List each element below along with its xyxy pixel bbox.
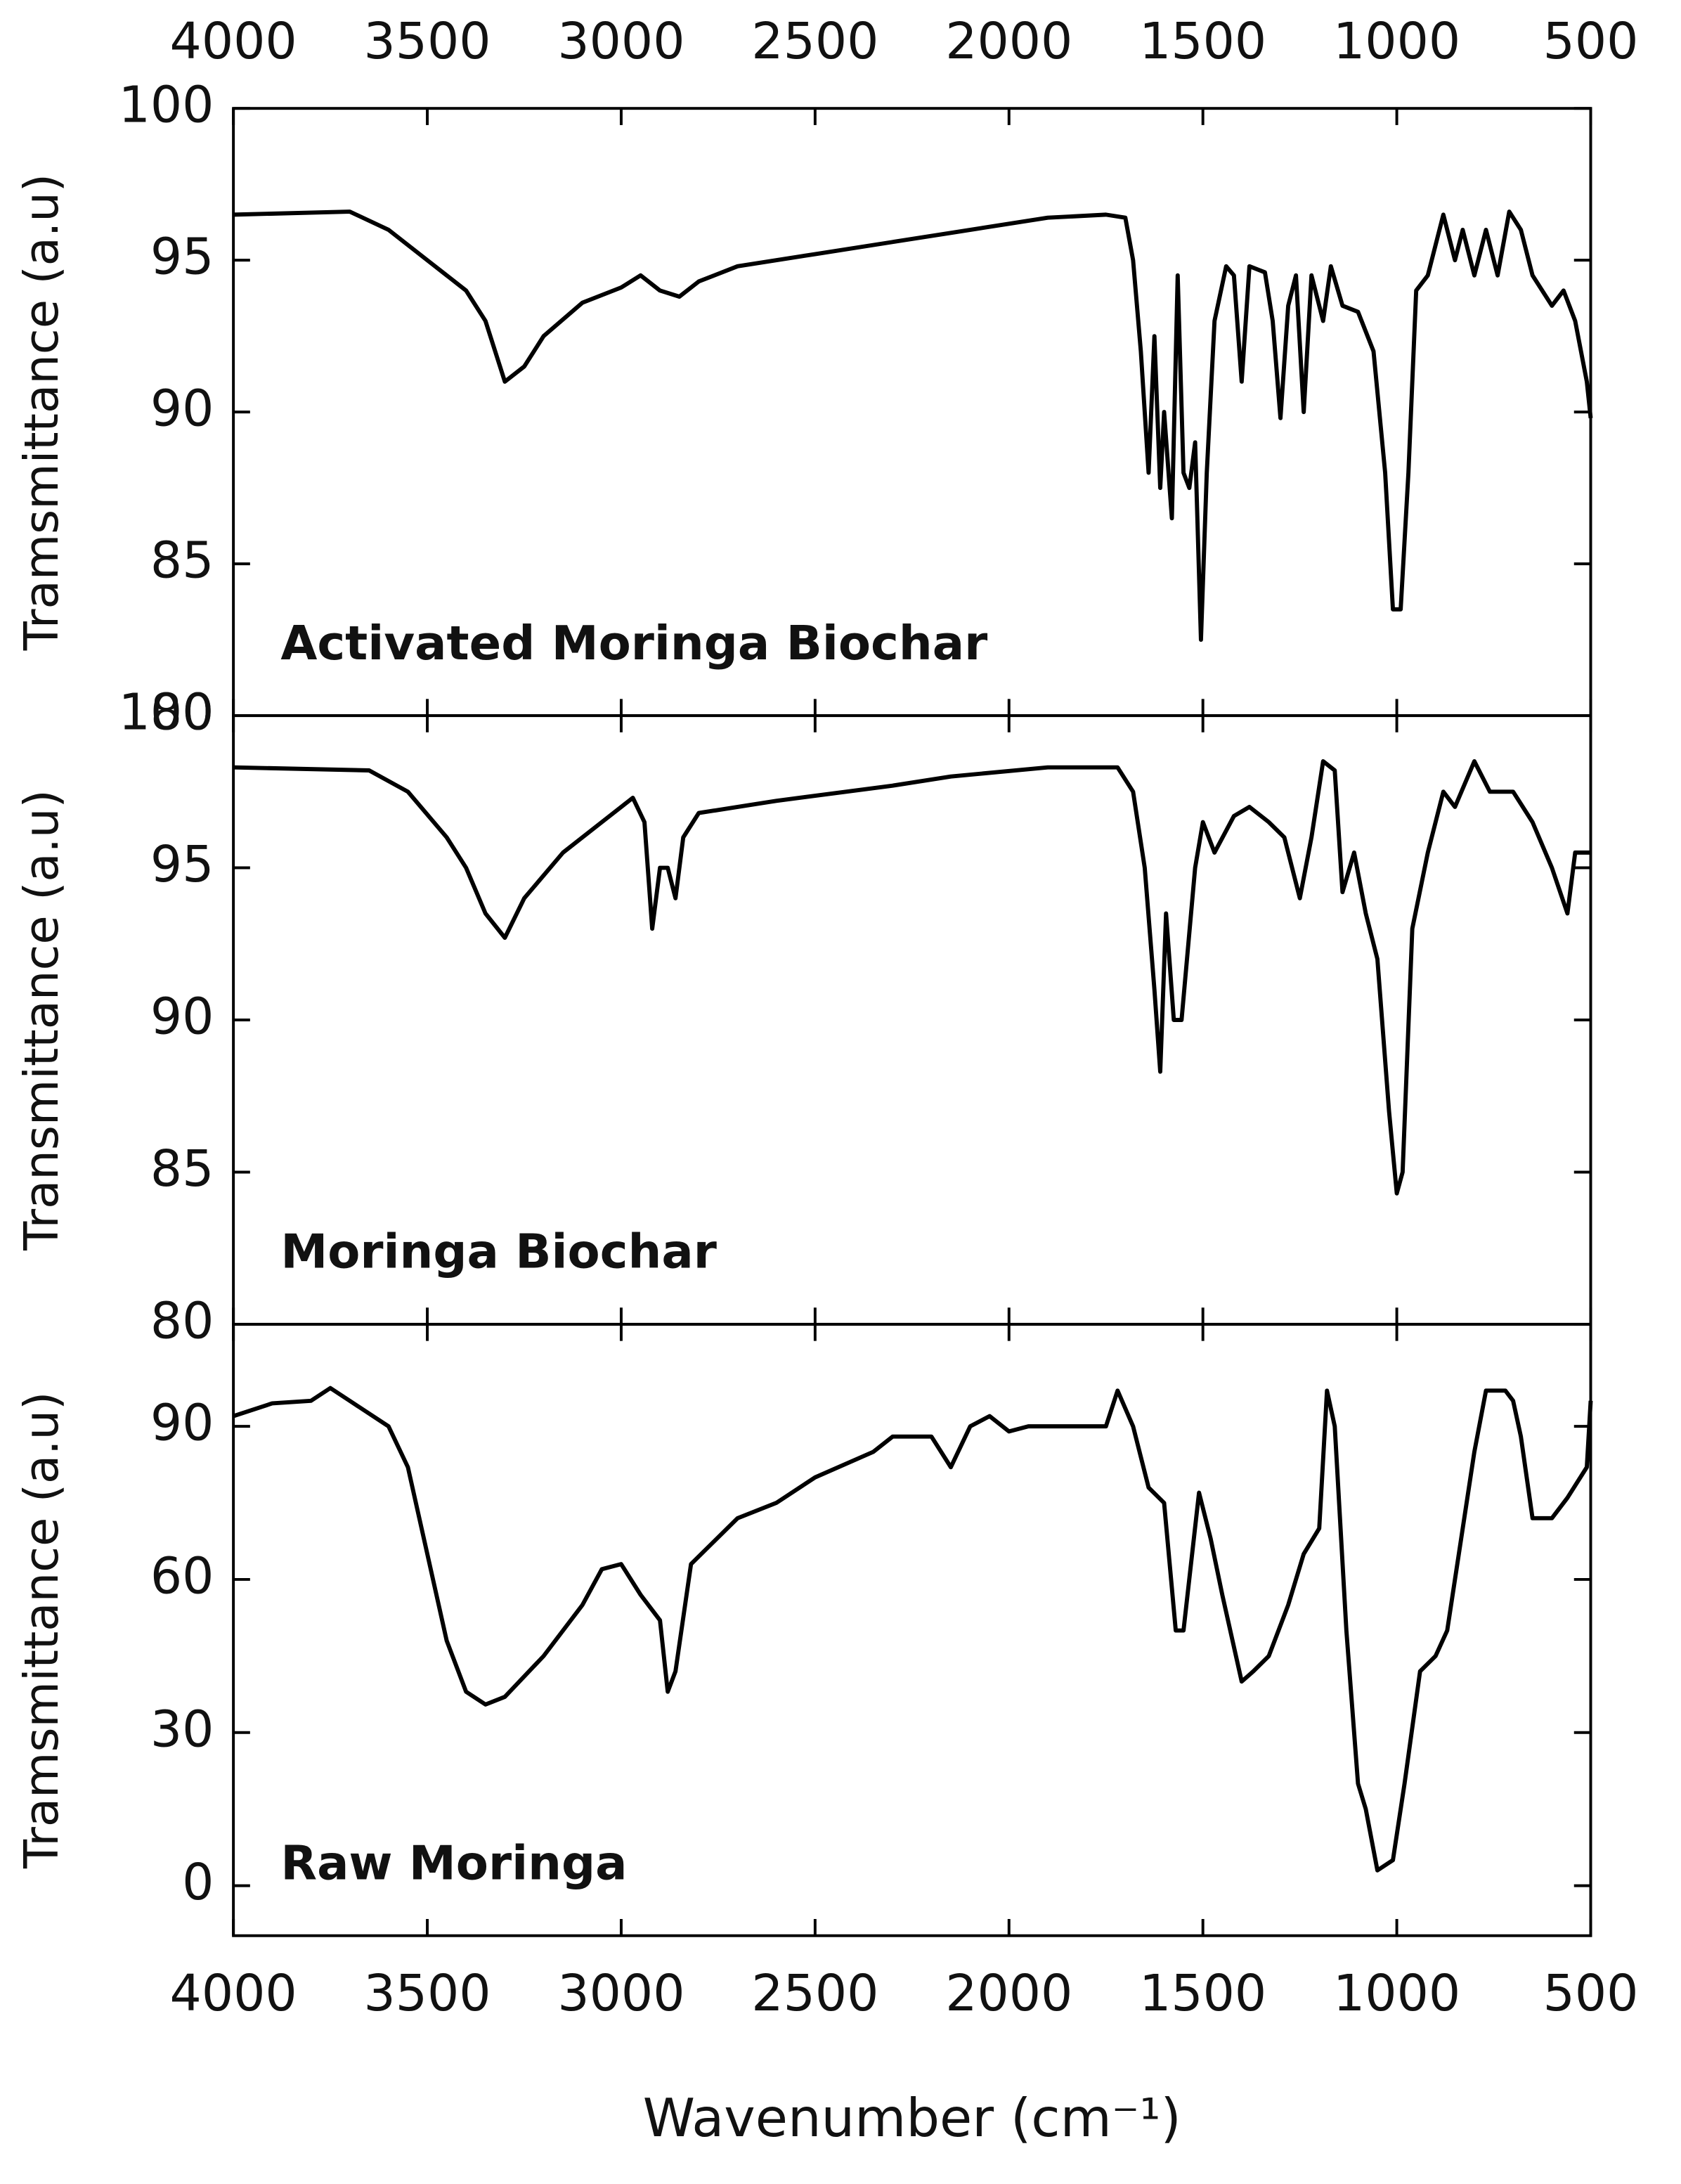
- panel-label: Raw Moringa: [280, 1835, 627, 1890]
- y-tick-label: 90: [150, 380, 214, 438]
- x-tick-label: 4000: [170, 1964, 297, 2022]
- x-tick-label: 3000: [557, 1964, 684, 2022]
- y-tick-label: 60: [150, 1546, 214, 1605]
- y-tick-label: 80: [150, 1291, 214, 1350]
- y-tick-label: 85: [150, 1139, 214, 1198]
- y-tick-label: 90: [150, 988, 214, 1046]
- panel-label: Moringa Biochar: [280, 1225, 717, 1279]
- x-tick-label: 500: [1543, 1964, 1639, 2022]
- y-tick-label: 90: [150, 1394, 214, 1452]
- y-tick-label: 30: [150, 1700, 214, 1758]
- y-axis-label: Tramsmittance (a.u): [14, 1392, 69, 1869]
- x-axis-label: Wavenumber (cm⁻¹): [643, 2087, 1181, 2149]
- x-tick-label: 500: [1543, 12, 1639, 70]
- x-tick-label: 2500: [751, 12, 878, 70]
- x-tick-label: 4000: [170, 12, 297, 70]
- x-tick-label: 2000: [945, 12, 1072, 70]
- x-tick-label: 3000: [557, 12, 684, 70]
- y-axis-label: Tramsmittance (a.u): [14, 174, 69, 651]
- x-tick-label: 1500: [1139, 1964, 1266, 2022]
- y-tick-label: 95: [150, 228, 214, 286]
- y-tick-label: 0: [182, 1853, 214, 1911]
- x-tick-label: 1000: [1333, 1964, 1460, 2022]
- plot-frame: [232, 1322, 1592, 1937]
- x-tick-label: 3500: [363, 1964, 491, 2022]
- x-tick-label: 1500: [1139, 12, 1266, 70]
- y-tick-label: 80: [150, 683, 214, 742]
- y-tick-label: 85: [150, 531, 214, 590]
- panel-label: Activated Moringa Biochar: [280, 616, 987, 671]
- x-tick-label: 3500: [363, 12, 491, 70]
- spectrum-line: [233, 209, 1593, 642]
- x-tick-label: 1000: [1333, 12, 1460, 70]
- y-tick-label: 100: [119, 76, 214, 134]
- y-tick-label: 100: [119, 683, 214, 742]
- y-axis-label: Transmittance (a.u): [14, 789, 69, 1251]
- spectrum-line: [233, 759, 1591, 1196]
- x-tick-label: 2000: [945, 1964, 1072, 2022]
- x-tick-label: 2500: [751, 1964, 878, 2022]
- y-tick-label: 95: [150, 835, 214, 893]
- spectrum-line: [233, 1385, 1593, 1873]
